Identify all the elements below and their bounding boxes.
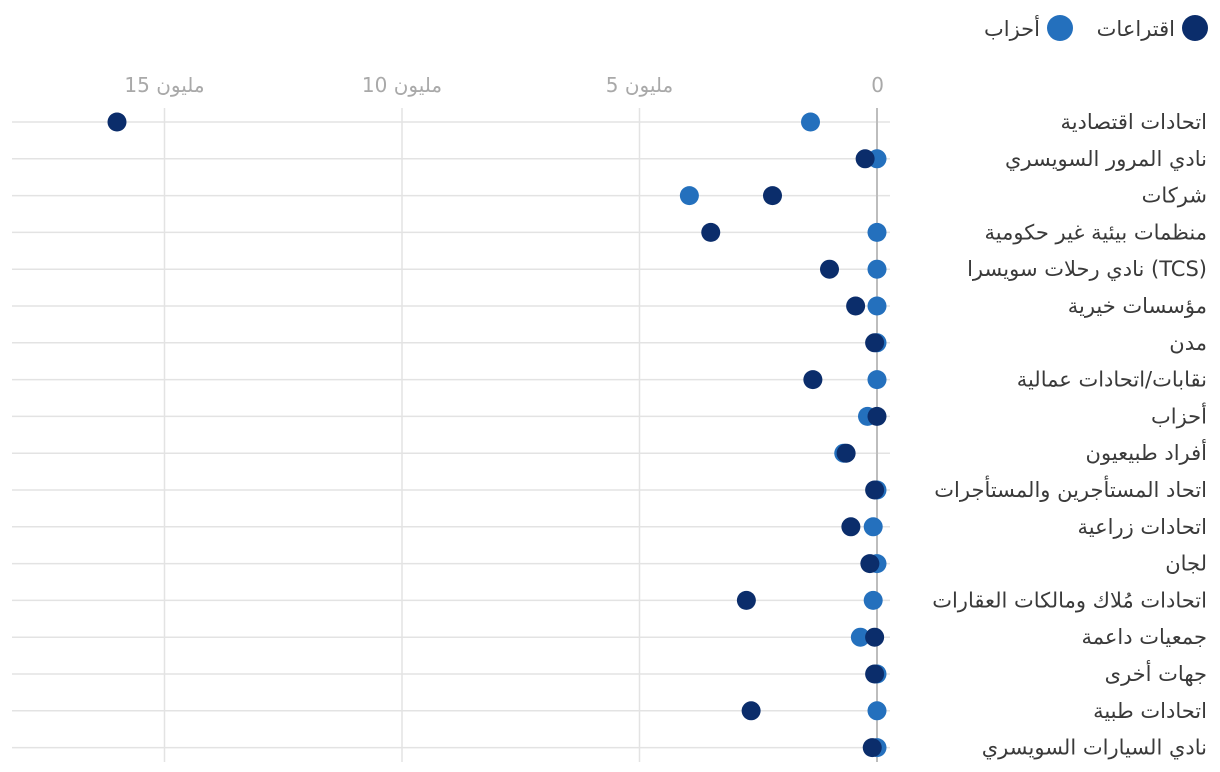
category-label: اتحاد المستأجرين والمستأجرات [934,475,1207,502]
parties-point [867,370,887,390]
category-labels: اتحادات اقتصادية نادي المرور السويسري شركا… [932,110,1207,760]
legend-label-parties: أحزاب [984,15,1040,41]
x-tick-labels: 0 5 مليون 10 مليون 15 مليون [124,73,884,97]
grid-layer [12,108,890,762]
referendums-point [763,186,782,206]
referendums-point [862,738,882,758]
category-label: اتحادات اقتصادية [1060,110,1207,134]
legend: اقتراعات أحزاب [984,15,1208,41]
category-label: اتحادات زراعية [1077,515,1207,539]
legend-label-referendums: اقتراعات [1097,17,1175,41]
legend-swatch-referendums [1182,15,1208,41]
parties-point [867,296,887,316]
parties-point [867,701,887,721]
x-tick-label: 15 مليون [124,73,204,97]
parties-point [867,222,887,242]
category-label: جمعيات داعمة [1081,625,1207,649]
referendums-point [701,222,721,242]
referendums-point [865,333,885,353]
category-label: نادي رحلات سويسرا (TCS) [967,257,1207,281]
parties-point [867,259,887,279]
category-label: أفراد طبيعيون [1086,439,1207,465]
x-tick-label: 0 [871,73,884,97]
referendums-point [867,406,887,426]
referendums-point [820,259,839,279]
referendums-point [865,627,885,647]
category-label: أحزاب [1151,402,1207,428]
parties-point [863,590,883,610]
data-points [107,112,887,758]
x-tick-label: 5 مليون [606,73,673,97]
referendums-point [741,701,761,721]
category-label: نادي المرور السويسري [1005,147,1207,171]
category-label: اتحادات مُلاك ومالكات العقارات [932,588,1207,612]
category-label: اتحادات طبية [1093,699,1207,723]
category-label: نادي السيارات السويسري [982,736,1207,760]
referendums-point [860,554,880,574]
referendums-point [865,480,885,500]
category-label: جهات أخرى [1105,660,1207,686]
category-label: نقابات/اتحادات عمالية [1017,368,1207,392]
referendums-point [855,149,875,169]
x-tick-label: 10 مليون [362,73,442,97]
referendums-point [865,664,885,684]
referendums-point [841,517,861,537]
referendums-point [846,296,866,316]
category-label: شركات [1142,184,1207,208]
parties-point [801,112,820,132]
category-label: لجان [1165,552,1207,576]
category-label: مؤسسات خيرية [1068,294,1207,318]
referendums-point [836,443,856,463]
referendums-point [803,370,823,390]
referendums-point [736,590,756,610]
category-label: مدن [1169,331,1207,355]
parties-point [850,627,870,647]
parties-point [863,517,883,537]
parties-point [679,186,699,206]
legend-swatch-parties [1047,15,1073,41]
category-label: منظمات بيئية غير حكومية [985,220,1207,244]
referendums-point [107,112,127,132]
